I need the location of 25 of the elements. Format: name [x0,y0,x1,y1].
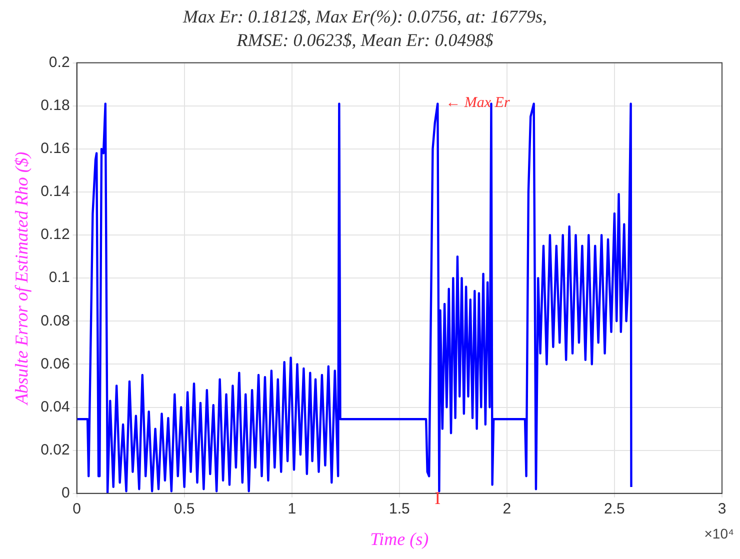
chart-title: Max Er: 0.1812$, Max Er(%): 0.0756, at: 16779s, [182,6,547,26]
y-tick-label: 0.04 [40,398,70,416]
y-tick-label: 0.12 [40,226,70,244]
y-tick-label: 0.08 [40,312,70,330]
y-tick-label: 0.1 [48,269,70,286]
x-tick-label: 0 [72,500,81,518]
y-tick-label: 0.14 [40,183,70,200]
annotation: ← Max Er [446,95,510,112]
x-axis-title: Time (s) [370,528,429,549]
x-tick-label: 2 [502,500,512,518]
y-tick-label: 0.2 [48,54,70,71]
y-axis-title: Absulte Error of Estimated Rho ($) [12,152,32,406]
x-tick-label: 1 [288,500,296,518]
text: ×10⁴ [704,525,734,542]
x-tick-label: 1.5 [388,500,410,518]
annotation: I [434,488,441,508]
x-tick-label: 3 [718,500,726,518]
x-tick-label: 0.5 [174,500,195,518]
y-tick-label: 0.06 [40,355,70,372]
x-tick-label: 2.5 [604,500,625,518]
y-tick-label: 0.02 [40,441,70,458]
chart-subtitle: RMSE: 0.0623$, Mean Er: 0.0498$ [236,30,494,50]
y-tick-label: 0.18 [40,97,70,114]
y-tick-label: 0 [61,484,70,502]
y-tick-label: 0.16 [40,140,70,158]
